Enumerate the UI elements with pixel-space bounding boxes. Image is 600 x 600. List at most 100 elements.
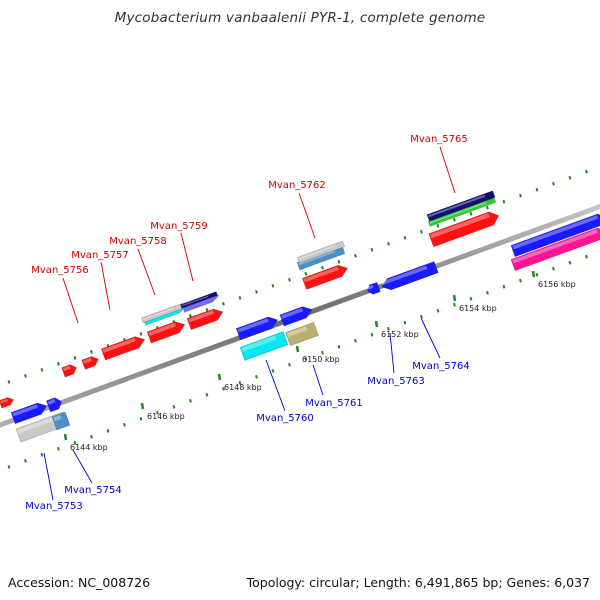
gene-feature[interactable] [146,319,187,344]
callout-line [180,232,194,282]
gene-feature[interactable] [100,334,146,361]
gene-feature[interactable] [45,396,63,413]
gene-feature[interactable] [10,400,49,425]
minor-tick [172,404,176,409]
callout-line [389,332,395,374]
gene-feature[interactable] [301,262,349,290]
minor-tick [585,169,588,174]
minor-tick [7,380,11,384]
minor-tick [73,356,77,360]
gene-feature[interactable] [51,411,71,431]
minor-tick [387,241,390,246]
minor-tick [486,205,489,210]
scale-tick-label: 6146 kbp [147,412,185,421]
minor-tick [436,223,440,228]
minor-tick [123,422,126,427]
minor-tick [354,338,357,343]
gene-label[interactable]: Mvan_5765 [410,134,467,145]
callout-line [100,261,111,311]
minor-tick [370,247,374,252]
minor-tick [90,435,93,439]
major-tick [374,320,379,328]
gene-feature[interactable] [235,314,280,341]
gene-label[interactable]: Mvan_5757 [71,250,128,261]
accession-label: Accession: NC_008726 [8,575,151,590]
major-tick [452,294,457,302]
gene-feature[interactable] [239,331,289,361]
minor-tick [189,313,192,318]
minor-tick [139,331,143,336]
gene-label[interactable]: Mvan_5758 [109,236,166,247]
minor-tick [40,453,44,457]
minor-tick [288,362,291,367]
minor-tick [205,392,209,397]
gene-label[interactable]: Mvan_5754 [64,485,121,496]
gene-label[interactable]: Mvan_5762 [268,180,325,191]
genome-summary: Topology: circular; Length: 6,491,865 bp… [246,575,590,590]
minor-tick [238,380,242,385]
minor-tick [585,254,588,259]
gene-label[interactable]: Mvan_5763 [367,376,424,387]
minor-tick [502,199,506,204]
minor-tick [403,235,407,240]
minor-tick [57,362,60,366]
gene-label[interactable]: Mvan_5760 [256,413,313,424]
gene-feature[interactable] [510,211,600,258]
gene-label[interactable]: Mvan_5753 [25,501,82,512]
minor-tick [453,302,456,307]
minor-tick [370,332,374,337]
minor-tick [90,350,93,354]
gene-feature[interactable] [428,209,501,248]
minor-tick [139,416,143,421]
gene-label[interactable]: Mvan_5756 [31,265,88,276]
scale-tick-label: 6156 kbp [538,280,576,289]
minor-tick [486,290,489,295]
gene-feature[interactable] [81,355,100,370]
gene-label[interactable]: Mvan_5761 [305,398,362,409]
gene-feature[interactable] [186,306,225,331]
scale-tick-label: 6154 kbp [459,304,497,313]
gene-feature[interactable] [426,190,496,222]
gene-feature[interactable] [380,261,439,292]
gene-feature[interactable] [510,225,600,272]
gene-feature[interactable] [285,321,319,347]
gene-feature[interactable] [279,304,314,327]
scale-tick-label: 6148 kbp [224,383,262,392]
minor-tick [568,175,572,180]
gene-callouts: Mvan_5756 Mvan_5757 Mvan_5758 Mvan_5759 Mvan… [25,134,469,512]
minor-tick [288,277,291,282]
minor-tick [238,295,242,300]
minor-tick [387,326,390,331]
minor-tick [255,374,258,379]
minor-tick [535,272,539,277]
callout-line [137,248,156,296]
minor-tick [469,296,473,301]
gene-feature[interactable] [366,281,381,296]
gene-feature[interactable] [180,291,218,309]
minor-tick [24,374,27,378]
minor-tick [321,265,324,270]
major-tick [140,402,145,410]
gene-label[interactable]: Mvan_5759 [150,221,207,232]
minor-tick [354,253,357,258]
minor-tick [519,278,522,283]
gene-feature[interactable] [0,396,15,409]
minor-tick [255,289,258,294]
minor-tick [40,368,44,372]
minor-tick [156,410,159,415]
minor-tick [304,356,308,361]
minor-tick [469,211,473,216]
minor-tick [73,441,77,445]
callout-line [72,449,93,484]
minor-tick [7,465,11,469]
scale-tick-label: 6144 kbp [70,443,108,452]
minor-tick [189,398,192,403]
gene-feature[interactable] [61,363,79,378]
minor-tick [519,193,522,198]
minor-tick [271,368,275,373]
map-title: Mycobacterium vanbaalenii PYR-1, complet… [114,10,486,26]
gene-label[interactable]: Mvan_5764 [412,361,469,372]
minor-tick [568,260,572,265]
gene-feature[interactable] [297,240,345,264]
